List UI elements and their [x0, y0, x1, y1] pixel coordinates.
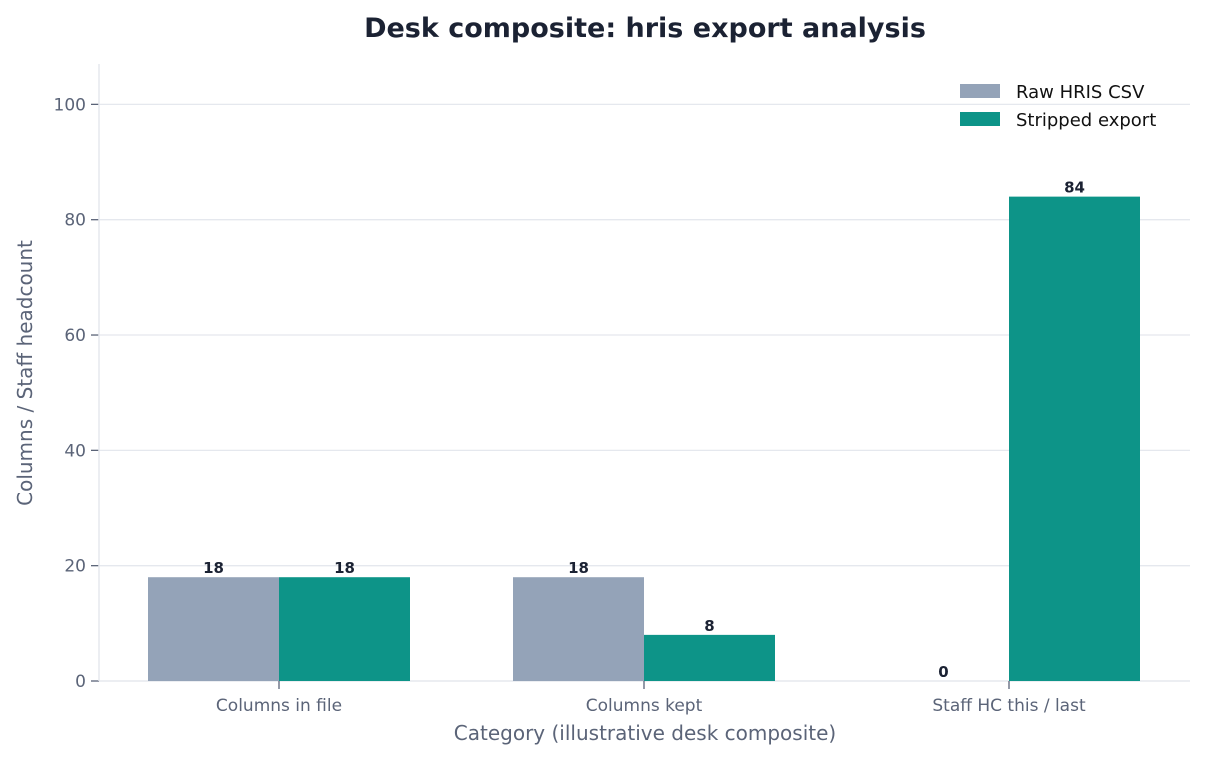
bars	[148, 196, 1140, 682]
bar	[148, 577, 279, 681]
legend-label: Stripped export	[1016, 110, 1156, 131]
legend: Raw HRIS CSV Stripped export	[960, 82, 1156, 131]
legend-swatch	[960, 84, 1000, 98]
x-tick-label: Columns kept	[586, 696, 703, 716]
gridlines	[99, 103, 1190, 567]
chart-title: Desk composite: hris export analysis	[364, 13, 926, 44]
bar-value-label: 18	[334, 559, 355, 577]
y-tick-label: 60	[64, 326, 86, 346]
y-tick-label: 0	[75, 672, 86, 692]
data-labels: 18 18 18 8 0 84	[203, 179, 1085, 681]
y-tick-label: 100	[54, 95, 86, 115]
x-tick-label: Staff HC this / last	[932, 696, 1086, 716]
bar	[1009, 196, 1140, 682]
bar-value-label: 18	[568, 559, 589, 577]
legend-swatch	[960, 112, 1000, 126]
bar-value-label: 0	[938, 663, 948, 681]
legend-label: Raw HRIS CSV	[1016, 82, 1145, 103]
bar	[279, 577, 410, 681]
x-axis-label: Category (illustrative desk composite)	[454, 721, 836, 745]
x-tick-label: Columns in file	[216, 696, 342, 716]
bar-value-label: 8	[704, 617, 714, 635]
bar	[644, 634, 775, 681]
y-tick-label: 40	[64, 441, 86, 461]
bar	[513, 577, 644, 681]
bar-value-label: 84	[1064, 179, 1085, 197]
bar-value-label: 18	[203, 559, 224, 577]
y-tick-label: 20	[64, 557, 86, 577]
y-axis-label: Columns / Staff headcount	[13, 240, 37, 506]
y-tick-label: 80	[64, 211, 86, 231]
